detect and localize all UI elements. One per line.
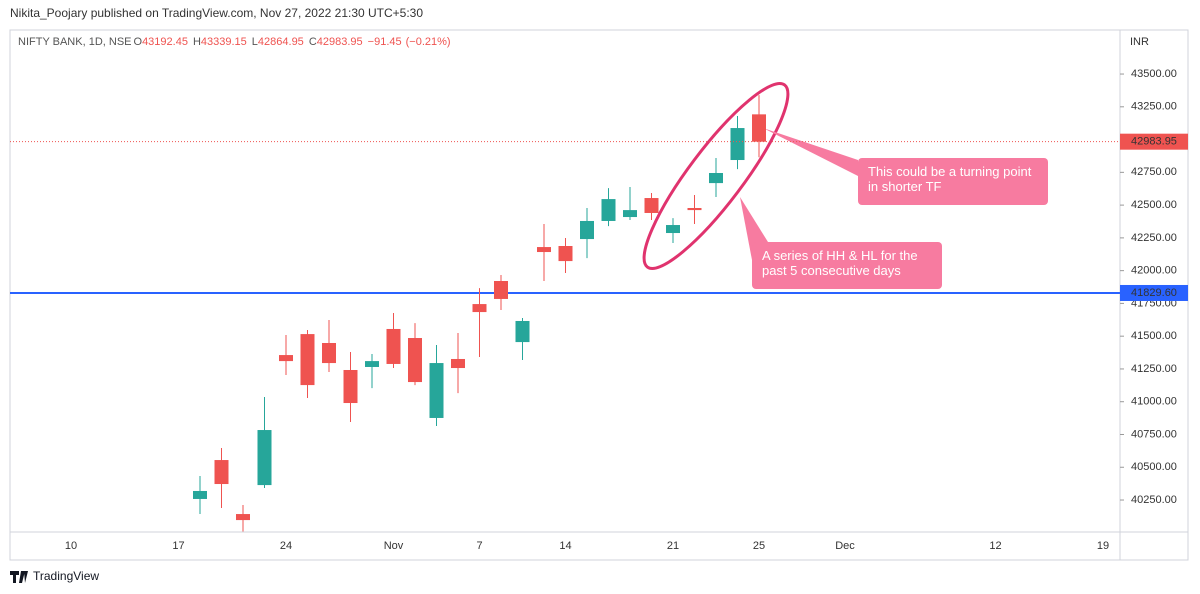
candle-body (214, 460, 229, 485)
candle-body (494, 281, 508, 299)
callout-pointer (763, 128, 858, 176)
candle-body (558, 246, 573, 262)
candle-body (300, 334, 315, 386)
y-tick-label: 40250.00 (1131, 494, 1177, 506)
brand: TradingView (33, 569, 99, 583)
symbol: NIFTY BANK, 1D, NSE (18, 36, 132, 48)
ohlc-letter: L (252, 36, 258, 48)
candle-body (580, 220, 594, 240)
x-tick-label: 12 (989, 540, 1001, 552)
candle-body (365, 361, 379, 367)
candle-body (279, 355, 293, 362)
x-tick-label: 19 (1097, 540, 1109, 552)
candle-body (666, 225, 680, 234)
candle-body (343, 369, 358, 404)
ohlc-letter: O (134, 36, 143, 48)
candle-body (386, 328, 401, 364)
y-tick-label: 42500.00 (1131, 199, 1177, 211)
x-tick-label: 25 (753, 540, 765, 552)
candle-body (752, 114, 766, 142)
change-percent: (−0.21%) (406, 36, 451, 48)
candle-body (515, 320, 530, 343)
currency: INR (1130, 36, 1149, 48)
candle-body (730, 128, 745, 161)
legend: NIFTY BANK, 1D, NSE O43192.45 H43339.15 L42… (18, 36, 451, 48)
y-tick-label: 41250.00 (1131, 363, 1177, 375)
y-tick-label: 43250.00 (1131, 101, 1177, 113)
ohlc-value: 43339.15 (201, 36, 247, 48)
candle-body (236, 514, 250, 521)
y-tick-label: 40500.00 (1131, 461, 1177, 473)
y-tick-label: 40750.00 (1131, 428, 1177, 440)
candle-body (709, 172, 723, 184)
change: −91.45 (368, 36, 402, 48)
brand-logo (10, 571, 28, 583)
candle-body (451, 358, 465, 369)
ohlc-letter: C (309, 36, 317, 48)
x-tick-label: 21 (667, 540, 679, 552)
last-price-marker (1120, 133, 1188, 150)
candle-body (644, 198, 659, 213)
candle-body (687, 207, 702, 211)
y-tick-label: 41000.00 (1131, 396, 1177, 408)
x-tick-label: 7 (476, 540, 482, 552)
y-tick-label: 42250.00 (1131, 232, 1177, 244)
candle-body (623, 210, 637, 218)
candle-body (601, 199, 616, 221)
price-marker (1120, 284, 1188, 301)
x-tick-label: 24 (280, 540, 292, 552)
y-tick-label: 43500.00 (1131, 68, 1177, 80)
candle-body (322, 342, 336, 364)
candle-body (193, 490, 207, 499)
last-price-label: 42983.95 (1131, 136, 1177, 148)
y-tick-label: 42750.00 (1131, 166, 1177, 178)
candle-body (408, 338, 422, 383)
annotation: This could be a turning point in shorter… (858, 158, 1048, 205)
candle-body (472, 304, 487, 313)
y-tick-label: 42000.00 (1131, 265, 1177, 277)
chart-border (9, 29, 1189, 561)
highlight-ellipse (642, 82, 790, 270)
price-marker-label: 41829.60 (1131, 287, 1177, 299)
ohlc-value: 43192.45 (142, 36, 188, 48)
ohlc-value: 42983.95 (317, 36, 363, 48)
candle-body (429, 363, 444, 418)
ohlc-letter: H (193, 36, 201, 48)
annotation: A series of HH & HL for the past 5 conse… (752, 242, 942, 289)
x-tick-label: Dec (835, 540, 855, 552)
x-tick-label: Nov (384, 540, 404, 552)
x-tick-label: 10 (65, 540, 77, 552)
x-tick-label: 14 (559, 540, 571, 552)
x-tick-label: 17 (172, 540, 184, 552)
ohlc-value: 42864.95 (258, 36, 304, 48)
publisher: Nikita_Poojary published on TradingView.… (10, 6, 423, 20)
candle-body (537, 247, 551, 253)
candle-body (257, 430, 272, 486)
y-tick-label: 41500.00 (1131, 330, 1177, 342)
